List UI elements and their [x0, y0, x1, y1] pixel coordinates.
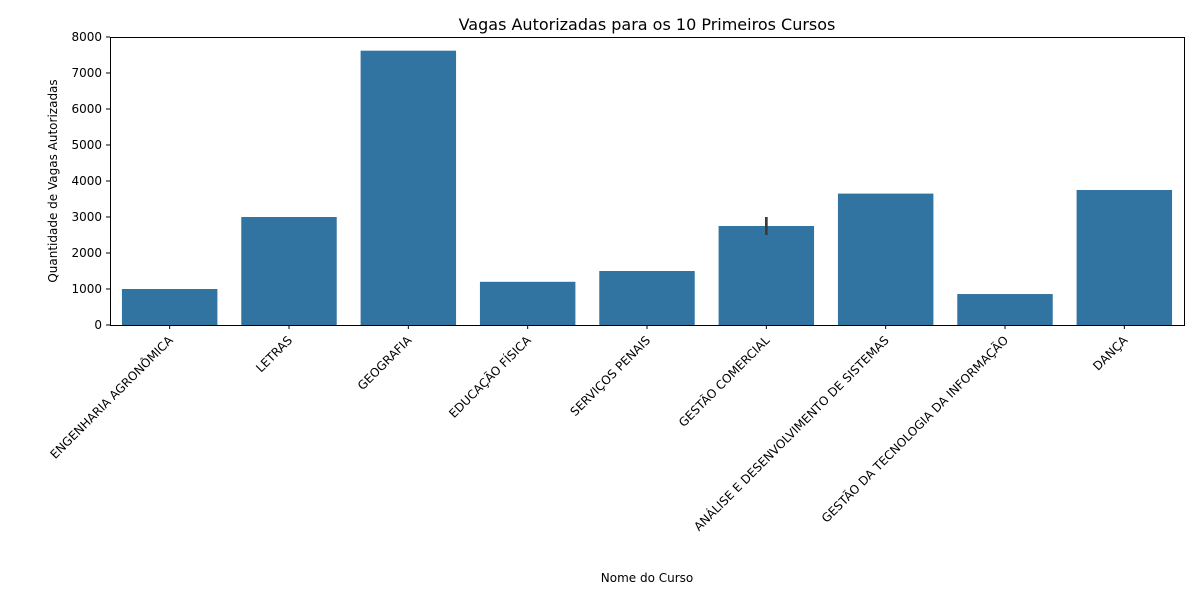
bar [957, 294, 1053, 325]
y-tick-label: 7000 [71, 66, 102, 80]
x-tick-label: GESTÃO DA TECNOLOGIA DA INFORMAÇÃO [818, 333, 1011, 526]
bar [1076, 190, 1173, 325]
x-tick-label: DANÇA [1090, 333, 1131, 374]
bar [718, 226, 815, 325]
bar [360, 50, 457, 326]
x-tick-label: ENGENHARIA AGRONÔMICA [47, 332, 177, 462]
x-tick-label: GEOGRAFIA [355, 333, 415, 393]
y-tick-label: 5000 [71, 138, 102, 152]
x-axis-label: Nome do Curso [601, 571, 694, 585]
bar [241, 217, 337, 325]
y-tick-label: 8000 [71, 30, 102, 44]
bar [479, 281, 576, 325]
x-tick-label: LETRAS [253, 333, 295, 375]
x-axis-ticks: ENGENHARIA AGRONÔMICA LETRAS GEOGRAFIA EDUC… [47, 325, 1131, 534]
y-tick-label: 4000 [71, 174, 102, 188]
y-tick-label: 2000 [71, 246, 102, 260]
bar [121, 289, 218, 325]
bar [837, 193, 934, 325]
chart-title: Vagas Autorizadas para os 10 Primeiros C… [459, 15, 836, 34]
y-tick-label: 1000 [71, 282, 102, 296]
x-tick-label: SERVIÇOS PENAIS [568, 333, 654, 419]
y-tick-label: 3000 [71, 210, 102, 224]
bars-group [121, 50, 1173, 326]
x-tick-label: EDUCAÇÃO FÍSICA [446, 332, 535, 421]
y-axis-label: Quantidade de Vagas Autorizadas [46, 79, 60, 282]
y-tick-label: 0 [94, 318, 102, 332]
y-tick-label: 6000 [71, 102, 102, 116]
bar [599, 271, 695, 325]
y-axis-ticks: 0 1000 2000 3000 4000 5000 6000 7000 8000 [71, 30, 110, 332]
x-tick-label: GESTÃO COMERCIAL [675, 332, 772, 429]
x-tick-label: ANÁLISE E DESENVOLVIMENTO DE SISTEMAS [691, 333, 892, 534]
